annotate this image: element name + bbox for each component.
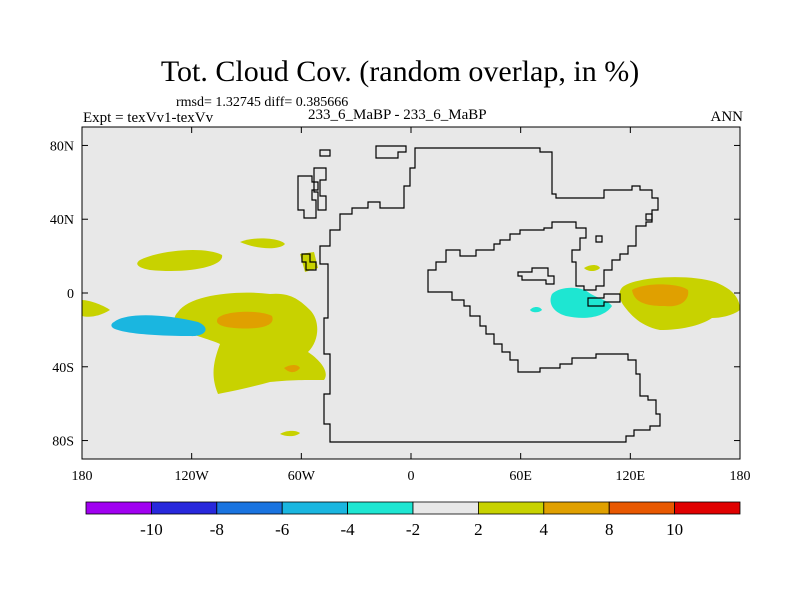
coast-main	[319, 147, 661, 443]
coast-small-a	[595, 235, 603, 243]
colorbar-label: -6	[275, 520, 289, 539]
colorbar-bin	[85, 501, 152, 515]
colorbar-bin	[412, 501, 479, 515]
chart-title: Tot. Cloud Cov. (random overlap, in %)	[160, 55, 640, 88]
colorbar-bin	[347, 501, 414, 515]
stats-label: rmsd= 1.32745 diff= 0.385666	[176, 95, 349, 110]
coast-island-a	[319, 149, 331, 157]
anomaly-pos-io-n	[584, 265, 600, 271]
anomaly-pos-epac	[82, 300, 110, 317]
colorbar-label: -2	[406, 520, 420, 539]
x-tick-label: 180	[72, 469, 93, 484]
y-tick-label: 40S	[52, 361, 74, 376]
x-tick-label: 60E	[509, 469, 532, 484]
y-tick-label: 40N	[50, 213, 74, 228]
colorbar-label: -10	[140, 520, 163, 539]
coast-indo	[587, 293, 621, 307]
colorbar-label: -8	[210, 520, 224, 539]
anomaly-pos-nepac	[137, 249, 223, 272]
x-tick-label: 120E	[616, 469, 646, 484]
x-tick-label: 120W	[175, 469, 210, 484]
anomaly-pos-small	[280, 430, 300, 437]
anomaly-mid-patch	[284, 365, 300, 373]
colorbar-bin	[477, 501, 545, 515]
y-tick-label: 0	[67, 287, 74, 302]
coast-arctic-a	[297, 175, 319, 219]
season-label: ANN	[710, 109, 744, 125]
colorbar-label: -4	[341, 520, 356, 539]
case-label: 233_6_MaBP - 233_6_MaBP	[308, 107, 487, 123]
colorbar-bin	[281, 501, 349, 515]
continent-outline	[297, 145, 661, 443]
anomaly-pos-atl-n	[240, 238, 285, 249]
coast-greenland	[375, 145, 407, 159]
coast-caribbean	[301, 253, 317, 271]
colorbar-bin	[216, 501, 283, 515]
coast-small-b	[645, 213, 653, 221]
anomaly-pos-patch-a	[300, 252, 318, 272]
coast-madagascar	[517, 267, 555, 285]
axis-ticks: 180 120W 60W 0 60E 120E 180 80N 40N 0 40S 80S	[50, 127, 751, 484]
colorbar-bin	[543, 501, 610, 515]
coast-arctic-b	[313, 167, 327, 211]
colorbar: -10 -8 -6 -4 -2 2 4 8 10	[85, 501, 741, 539]
anomaly-neg-sepac	[111, 315, 206, 337]
anomaly-neg-io	[550, 287, 612, 318]
colorbar-bin	[150, 501, 218, 515]
experiment-label: Expt = texVv1-texVv	[83, 110, 214, 126]
anomaly-mid-sepac	[216, 311, 273, 329]
colorbar-label: 8	[605, 520, 614, 539]
y-tick-label: 80S	[52, 435, 74, 450]
anomaly-mid-wpac	[632, 284, 689, 307]
anomaly-regions	[82, 238, 740, 437]
colorbar-label: 2	[474, 520, 483, 539]
x-tick-label: 0	[408, 469, 415, 484]
y-tick-label: 80N	[50, 139, 74, 154]
x-tick-label: 180	[730, 469, 751, 484]
anomaly-neg-io-small	[530, 307, 542, 313]
x-tick-label: 60W	[288, 469, 316, 484]
colorbar-label: 10	[666, 520, 683, 539]
colorbar-bin	[608, 501, 676, 515]
colorbar-bin	[674, 501, 741, 515]
colorbar-label: 4	[540, 520, 549, 539]
